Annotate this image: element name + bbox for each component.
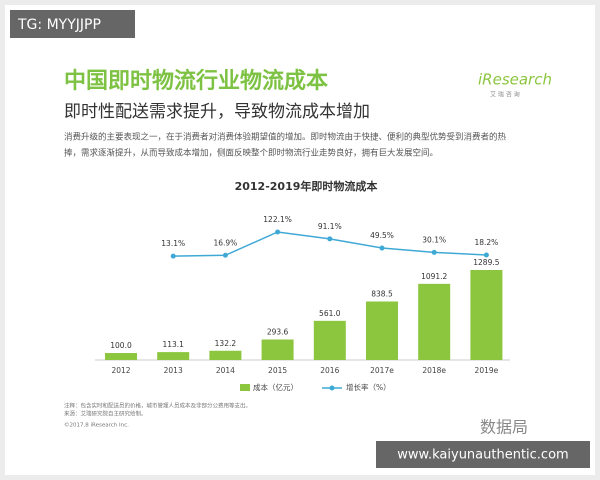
- growth-label: 49.5%: [370, 231, 394, 240]
- chart-title: 2012-2019年即时物流成本: [235, 179, 378, 193]
- logo: iResearch: [478, 71, 552, 89]
- x-tick-label: 2017e: [370, 366, 394, 375]
- growth-point: [275, 229, 281, 235]
- watermark-mid: 数据局: [480, 418, 528, 437]
- x-tick-label: 2013: [164, 366, 183, 375]
- page: [5, 5, 595, 475]
- bar: [209, 350, 242, 360]
- x-tick-label: 2019e: [475, 366, 499, 375]
- legend-label: 增长率（%）: [346, 382, 391, 392]
- legend-label: 成本（亿元）: [253, 382, 298, 392]
- bar-label: 838.5: [371, 289, 393, 298]
- legend-swatch: [240, 384, 250, 391]
- growth-point: [170, 253, 176, 259]
- bar: [261, 339, 294, 360]
- note: 注释：包含实时和配送员的价格，城市管理人员成本及非部分公费用等支出。: [64, 402, 251, 410]
- watermark-text: www.kaiyunauthentic.com: [397, 448, 568, 463]
- x-tick-label: 2014: [216, 366, 235, 375]
- bar-label: 561.0: [319, 309, 341, 318]
- note: 来源：艾瑞研究院自主研究绘制。: [64, 410, 147, 418]
- bar-label: 113.1: [162, 340, 184, 349]
- x-tick-label: 2018e: [422, 366, 446, 375]
- bar: [157, 352, 190, 360]
- growth-label: 16.9%: [213, 238, 237, 247]
- growth-point: [327, 236, 333, 242]
- tag-text: TG: MYYJJPP: [17, 17, 101, 33]
- growth-label: 91.1%: [318, 222, 342, 231]
- tag-box: [10, 10, 135, 38]
- note: ©2017.8 iResearch Inc.: [64, 422, 129, 429]
- header-title: 中国即时物流行业物流成本: [64, 68, 328, 94]
- bar: [418, 283, 451, 360]
- header-subtitle: 即时性配送需求提升，导致物流成本增加: [64, 102, 370, 122]
- growth-label: 30.1%: [422, 235, 446, 244]
- growth-point: [379, 245, 385, 251]
- growth-point: [431, 249, 437, 255]
- bar: [470, 270, 503, 360]
- bar: [105, 353, 137, 360]
- bar-label: 132.2: [215, 339, 237, 348]
- legend-swatch: [329, 385, 335, 391]
- x-tick-label: 2016: [320, 366, 339, 375]
- logo-sub: 艾 瑞 咨 询: [490, 91, 520, 99]
- bar-label: 293.6: [267, 328, 289, 337]
- growth-label: 122.1%: [263, 215, 292, 224]
- bar-label: 1091.2: [421, 272, 447, 281]
- description: 消费升级的主要表现之一，在于消费者对消费体验期望值的增加。即时物流由于快捷、便利…: [64, 132, 507, 143]
- x-tick-label: 2015: [268, 366, 287, 375]
- bar-label: 100.0: [110, 341, 132, 350]
- bar: [366, 301, 398, 360]
- growth-point: [222, 252, 228, 258]
- bar: [313, 320, 346, 360]
- x-tick-label: 2012: [111, 366, 130, 375]
- growth-label: 18.2%: [474, 238, 498, 247]
- watermark-box: [376, 441, 590, 468]
- growth-label: 13.1%: [161, 239, 185, 248]
- bar-label: 1289.5: [473, 258, 499, 267]
- growth-point: [483, 252, 489, 258]
- description: 捧，需求逐渐提升，从而导致成本增加，侧面反映整个即时物流行业走势良好，拥有巨大发…: [64, 148, 438, 159]
